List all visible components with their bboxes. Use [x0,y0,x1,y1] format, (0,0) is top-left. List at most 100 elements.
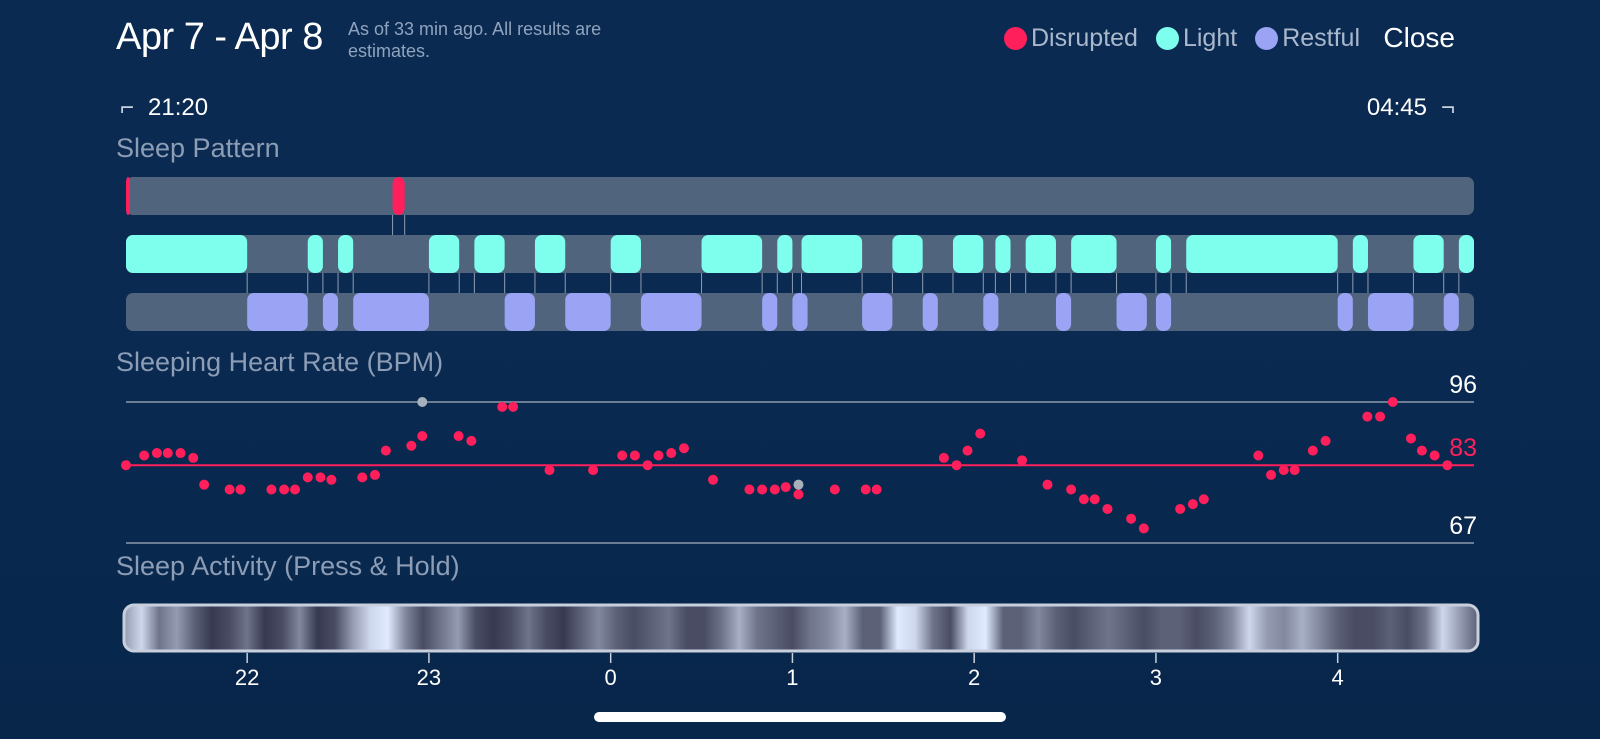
activity-tick-label: 22 [235,665,259,690]
close-button[interactable]: Close [1383,22,1455,53]
range-start: ⌐ 21:20 [120,94,208,122]
hr-point [1362,411,1373,422]
hr-point [315,472,326,483]
pattern-segment-light [534,235,566,273]
legend-label: Restful [1282,24,1360,52]
pattern-segment-restful [1337,293,1353,331]
pattern-segment-light [474,235,505,273]
hr-point [380,445,391,456]
hr-point [708,474,719,485]
light-dot-icon [1155,27,1179,50]
pattern-segment-light [428,235,460,273]
hr-point [235,484,246,495]
hr-point [544,465,555,476]
pattern-segment-restful [504,293,535,331]
pattern-segment-restful [1055,293,1072,331]
hr-point [1017,455,1028,466]
hr-point [417,431,428,442]
hr-point [162,448,173,459]
pattern-segment-restful [762,293,778,331]
hr-point [588,465,599,476]
hr-point [508,401,519,412]
hr-point [871,484,882,495]
hr-point [629,450,640,461]
hr-point [139,450,150,461]
hr-point [1102,503,1113,514]
pattern-segment-disrupted [126,177,130,215]
pattern-segment-light [610,235,641,273]
pattern-segment-restful [1367,293,1414,331]
legend-disrupted: Disrupted [1003,24,1138,53]
hr-point [266,484,277,495]
pattern-segment-light [995,235,1011,273]
hr-point [951,460,962,471]
pattern-segment-light [801,235,863,273]
hr-point [769,484,780,495]
as-of-note: As of 33 min ago. All results are estima… [348,19,602,61]
hr-marker-point [417,397,428,407]
hr-point [1266,469,1277,480]
hr-ref-label: 83 [1449,434,1477,462]
legend-label: Light [1182,24,1238,52]
pattern-segment-restful [862,293,893,331]
pattern-segment-restful [983,293,999,331]
pattern-segment-light [338,235,354,273]
hr-point [1387,397,1398,407]
hr-point [406,440,417,451]
legend: Disrupted Light Restful [1003,24,1360,53]
legend-restful: Restful [1255,24,1360,53]
hr-point [1442,460,1453,471]
hr-point [188,452,199,463]
pattern-segment-light [1071,235,1117,273]
hr-point [678,443,689,454]
hr-point [1187,499,1198,510]
pattern-segment-light [1413,235,1444,273]
pattern-segment-light [1186,235,1338,273]
home-indicator[interactable] [594,712,1006,722]
activity-tick-label: 0 [605,665,617,690]
activity-tick-label: 23 [417,665,441,690]
activity-tick-label: 2 [968,665,980,690]
pattern-segment-restful [1116,293,1147,331]
hr-point [224,484,235,495]
pattern-segment-restful [1155,293,1172,331]
sleep-pattern-label: Sleep Pattern [116,133,280,163]
restful-dot-icon [1255,27,1279,50]
hr-point [1416,445,1427,456]
pattern-segment-light [307,235,323,273]
pattern-segment-light [1352,235,1368,273]
legend-label: Disrupted [1030,24,1138,52]
hr-marker-point [793,479,804,490]
hr-point [757,484,768,495]
hr-point [962,445,973,456]
hr-point [829,484,840,495]
hr-point [780,482,791,493]
hr-point [497,401,508,412]
pattern-segment-light [1025,235,1056,273]
hr-point [199,479,210,490]
hr-point [1253,450,1264,461]
hr-point [279,484,290,495]
hr-point [1042,479,1053,490]
hr-point [121,460,131,471]
pattern-segment-restful [922,293,938,331]
activity-tick-label: 1 [786,665,798,690]
pattern-segment-light [952,235,984,273]
pattern-segment-light [1155,235,1172,273]
hr-point [653,450,664,461]
hr-point [326,474,337,485]
hr-point [1198,494,1209,505]
disrupted-dot-icon [1003,27,1027,50]
hr-point [642,460,653,471]
legend-light: Light [1155,24,1238,53]
hr-point [1278,465,1289,476]
pattern-segment-restful [353,293,429,331]
hr-point [938,452,949,463]
pattern-segment-disrupted [392,177,405,215]
hr-point [290,484,301,495]
hr-point [1289,465,1300,476]
pattern-segment-restful [247,293,308,331]
